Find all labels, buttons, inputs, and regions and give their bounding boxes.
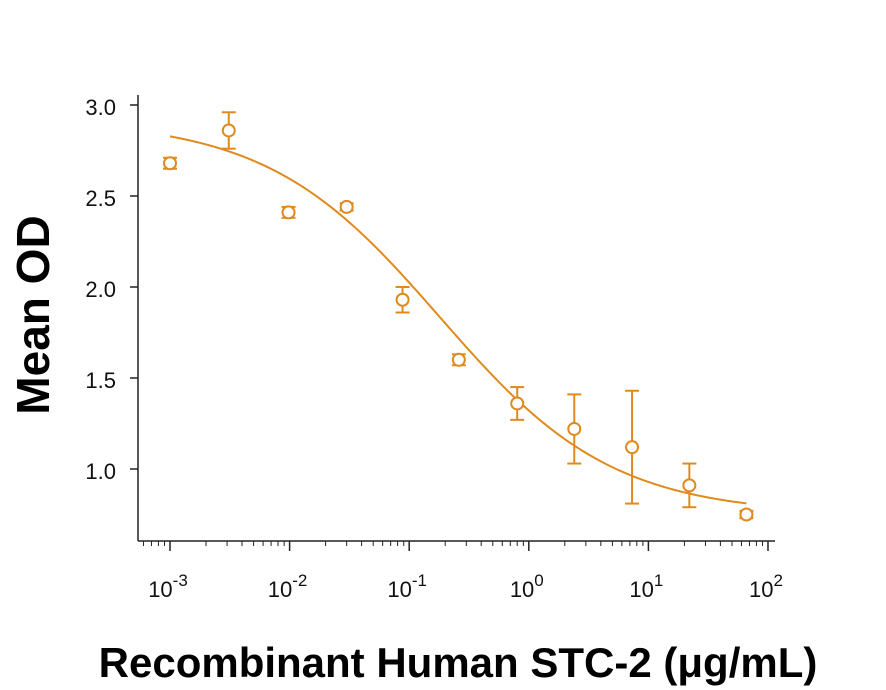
x-tick-label-exponent: -2 xyxy=(292,571,307,590)
y-tick-label: 2.5 xyxy=(85,186,116,211)
data-point xyxy=(739,507,754,522)
x-minor-ticks xyxy=(142,541,764,546)
x-tick-label-base: 10 xyxy=(268,577,292,602)
data-marker xyxy=(339,199,354,214)
data-points xyxy=(163,111,754,522)
x-tick-label: 101 xyxy=(629,571,663,602)
x-tick-label: 10-3 xyxy=(148,571,188,602)
data-point xyxy=(221,111,236,150)
data-point xyxy=(567,393,582,465)
data-marker xyxy=(682,478,697,493)
data-point xyxy=(682,462,697,509)
x-tick-label-base: 10 xyxy=(749,577,773,602)
data-marker xyxy=(451,352,466,367)
y-tick-label: 1.5 xyxy=(85,368,116,393)
x-tick-label-exponent: 1 xyxy=(654,571,663,590)
data-marker xyxy=(163,156,177,171)
x-tick-label: 10-1 xyxy=(387,571,427,602)
x-tick-label-base: 10 xyxy=(387,577,411,602)
x-tick-label-base: 10 xyxy=(148,577,172,602)
x-tick-label: 10-2 xyxy=(268,571,308,602)
x-tick-label-exponent: -1 xyxy=(412,571,427,590)
data-marker xyxy=(739,507,754,522)
data-marker xyxy=(625,440,640,455)
x-ticks: 10-3 10-2 10-1 100 101 102 xyxy=(148,541,783,602)
data-point xyxy=(339,199,354,214)
fit-curve xyxy=(169,135,747,505)
x-tick-label-exponent: -3 xyxy=(173,571,188,590)
axes xyxy=(137,95,775,542)
y-tick-label: 2.0 xyxy=(85,277,116,302)
data-marker xyxy=(567,421,582,436)
x-tick-label-exponent: 0 xyxy=(534,571,543,590)
data-point xyxy=(451,352,466,367)
data-marker xyxy=(221,123,236,138)
y-tick-label: 1.0 xyxy=(85,459,116,484)
x-tick-label-base: 10 xyxy=(510,577,534,602)
data-point xyxy=(395,286,410,314)
data-marker xyxy=(281,205,296,220)
x-tick-label-exponent: 2 xyxy=(774,571,783,590)
y-tick-label: 3.0 xyxy=(85,95,116,120)
x-tick-label: 100 xyxy=(510,571,544,602)
data-marker xyxy=(510,396,525,411)
data-point xyxy=(281,205,296,220)
y-axis-title: Mean OD xyxy=(7,215,59,414)
x-axis-title: Recombinant Human STC-2 (μg/mL) xyxy=(99,639,818,686)
data-point xyxy=(625,389,640,505)
y-ticks: 1.0 1.5 2.0 2.5 3.0 xyxy=(85,95,138,484)
data-marker xyxy=(395,292,410,307)
data-point xyxy=(510,386,525,421)
data-point xyxy=(163,156,177,171)
x-tick-label-base: 10 xyxy=(629,577,653,602)
x-tick-label: 102 xyxy=(749,571,783,602)
